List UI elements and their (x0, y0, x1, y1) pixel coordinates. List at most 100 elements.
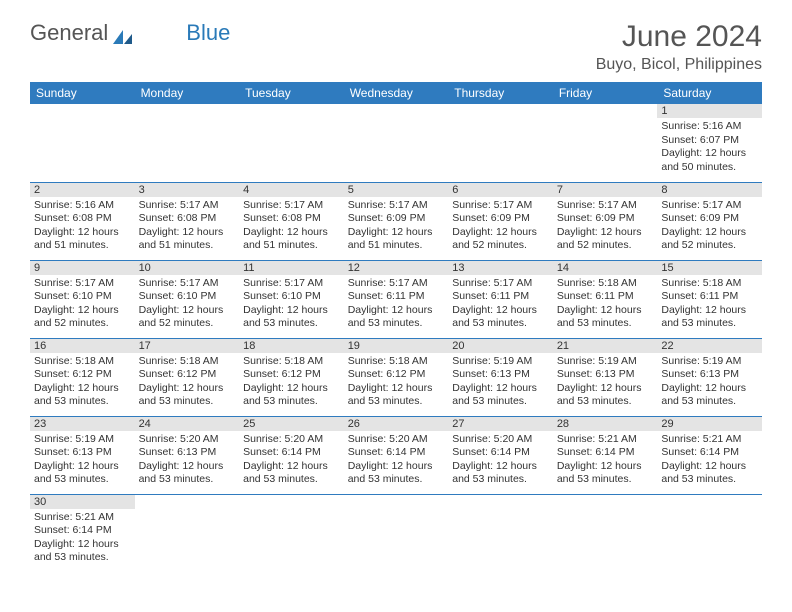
sunrise-line: Sunrise: 5:20 AM (243, 433, 340, 447)
calendar-row: 2Sunrise: 5:16 AMSunset: 6:08 PMDaylight… (30, 182, 762, 260)
daylight-line: Daylight: 12 hours and 52 minutes. (34, 304, 131, 331)
daylight-line: Daylight: 12 hours and 52 minutes. (139, 304, 236, 331)
day-info: Sunrise: 5:20 AMSunset: 6:13 PMDaylight:… (135, 431, 240, 492)
daylight-line: Daylight: 12 hours and 51 minutes. (243, 226, 340, 253)
day-cell: 24Sunrise: 5:20 AMSunset: 6:13 PMDayligh… (135, 416, 240, 494)
daylight-line: Daylight: 12 hours and 53 minutes. (557, 460, 654, 487)
day-info: Sunrise: 5:17 AMSunset: 6:09 PMDaylight:… (553, 197, 658, 258)
day-number: 29 (657, 417, 762, 431)
sunrise-line: Sunrise: 5:17 AM (243, 277, 340, 291)
daylight-line: Daylight: 12 hours and 53 minutes. (348, 460, 445, 487)
day-info: Sunrise: 5:19 AMSunset: 6:13 PMDaylight:… (553, 353, 658, 414)
sunrise-line: Sunrise: 5:16 AM (661, 120, 758, 134)
day-cell: 23Sunrise: 5:19 AMSunset: 6:13 PMDayligh… (30, 416, 135, 494)
location: Buyo, Bicol, Philippines (596, 56, 762, 74)
calendar-row: 30Sunrise: 5:21 AMSunset: 6:14 PMDayligh… (30, 494, 762, 572)
day-info: Sunrise: 5:17 AMSunset: 6:10 PMDaylight:… (30, 275, 135, 336)
empty-cell (135, 494, 240, 572)
day-number: 21 (553, 339, 658, 353)
day-number: 25 (239, 417, 344, 431)
empty-cell (239, 104, 344, 182)
header: General Blue June 2024 Buyo, Bicol, Phil… (30, 20, 762, 74)
day-info: Sunrise: 5:17 AMSunset: 6:09 PMDaylight:… (344, 197, 449, 258)
sunrise-line: Sunrise: 5:18 AM (243, 355, 340, 369)
sunset-line: Sunset: 6:12 PM (34, 368, 131, 382)
daylight-line: Daylight: 12 hours and 53 minutes. (243, 460, 340, 487)
day-info: Sunrise: 5:17 AMSunset: 6:10 PMDaylight:… (135, 275, 240, 336)
day-number: 14 (553, 261, 658, 275)
daylight-line: Daylight: 12 hours and 53 minutes. (452, 304, 549, 331)
daylight-line: Daylight: 12 hours and 53 minutes. (661, 382, 758, 409)
daylight-line: Daylight: 12 hours and 53 minutes. (348, 382, 445, 409)
logo-text-blue: Blue (186, 20, 230, 46)
day-info: Sunrise: 5:17 AMSunset: 6:09 PMDaylight:… (657, 197, 762, 258)
day-number: 17 (135, 339, 240, 353)
logo-text-general: General (30, 20, 108, 46)
sunrise-line: Sunrise: 5:20 AM (139, 433, 236, 447)
day-cell: 5Sunrise: 5:17 AMSunset: 6:09 PMDaylight… (344, 182, 449, 260)
day-cell: 22Sunrise: 5:19 AMSunset: 6:13 PMDayligh… (657, 338, 762, 416)
daylight-line: Daylight: 12 hours and 53 minutes. (34, 460, 131, 487)
day-info: Sunrise: 5:20 AMSunset: 6:14 PMDaylight:… (448, 431, 553, 492)
day-number: 24 (135, 417, 240, 431)
day-cell: 13Sunrise: 5:17 AMSunset: 6:11 PMDayligh… (448, 260, 553, 338)
day-cell: 18Sunrise: 5:18 AMSunset: 6:12 PMDayligh… (239, 338, 344, 416)
daylight-line: Daylight: 12 hours and 53 minutes. (243, 382, 340, 409)
sunrise-line: Sunrise: 5:17 AM (243, 199, 340, 213)
sunset-line: Sunset: 6:10 PM (34, 290, 131, 304)
day-number: 27 (448, 417, 553, 431)
sunset-line: Sunset: 6:11 PM (452, 290, 549, 304)
day-cell: 26Sunrise: 5:20 AMSunset: 6:14 PMDayligh… (344, 416, 449, 494)
sunset-line: Sunset: 6:13 PM (452, 368, 549, 382)
sunrise-line: Sunrise: 5:17 AM (348, 199, 445, 213)
day-cell: 6Sunrise: 5:17 AMSunset: 6:09 PMDaylight… (448, 182, 553, 260)
day-number: 5 (344, 183, 449, 197)
sunset-line: Sunset: 6:09 PM (452, 212, 549, 226)
day-cell: 25Sunrise: 5:20 AMSunset: 6:14 PMDayligh… (239, 416, 344, 494)
calendar-row: 1Sunrise: 5:16 AMSunset: 6:07 PMDaylight… (30, 104, 762, 182)
day-cell: 12Sunrise: 5:17 AMSunset: 6:11 PMDayligh… (344, 260, 449, 338)
daylight-line: Daylight: 12 hours and 52 minutes. (557, 226, 654, 253)
sunrise-line: Sunrise: 5:17 AM (661, 199, 758, 213)
day-info: Sunrise: 5:17 AMSunset: 6:10 PMDaylight:… (239, 275, 344, 336)
day-cell: 7Sunrise: 5:17 AMSunset: 6:09 PMDaylight… (553, 182, 658, 260)
daylight-line: Daylight: 12 hours and 51 minutes. (34, 226, 131, 253)
daylight-line: Daylight: 12 hours and 53 minutes. (661, 304, 758, 331)
sunrise-line: Sunrise: 5:17 AM (452, 199, 549, 213)
day-cell: 15Sunrise: 5:18 AMSunset: 6:11 PMDayligh… (657, 260, 762, 338)
day-info: Sunrise: 5:18 AMSunset: 6:11 PMDaylight:… (657, 275, 762, 336)
daylight-line: Daylight: 12 hours and 51 minutes. (139, 226, 236, 253)
empty-cell (135, 104, 240, 182)
day-info: Sunrise: 5:19 AMSunset: 6:13 PMDaylight:… (448, 353, 553, 414)
day-info: Sunrise: 5:17 AMSunset: 6:11 PMDaylight:… (448, 275, 553, 336)
sunrise-line: Sunrise: 5:19 AM (452, 355, 549, 369)
sunset-line: Sunset: 6:14 PM (661, 446, 758, 460)
day-info: Sunrise: 5:20 AMSunset: 6:14 PMDaylight:… (344, 431, 449, 492)
empty-cell (344, 494, 449, 572)
sunrise-line: Sunrise: 5:17 AM (348, 277, 445, 291)
day-info: Sunrise: 5:20 AMSunset: 6:14 PMDaylight:… (239, 431, 344, 492)
day-info: Sunrise: 5:21 AMSunset: 6:14 PMDaylight:… (30, 509, 135, 570)
sunrise-line: Sunrise: 5:21 AM (34, 511, 131, 525)
day-info: Sunrise: 5:17 AMSunset: 6:09 PMDaylight:… (448, 197, 553, 258)
day-number: 28 (553, 417, 658, 431)
sunset-line: Sunset: 6:12 PM (139, 368, 236, 382)
sunset-line: Sunset: 6:12 PM (243, 368, 340, 382)
day-info: Sunrise: 5:18 AMSunset: 6:12 PMDaylight:… (344, 353, 449, 414)
empty-cell (553, 494, 658, 572)
empty-cell (448, 494, 553, 572)
empty-cell (344, 104, 449, 182)
empty-cell (448, 104, 553, 182)
day-number: 16 (30, 339, 135, 353)
daylight-line: Daylight: 12 hours and 53 minutes. (243, 304, 340, 331)
daylight-line: Daylight: 12 hours and 53 minutes. (348, 304, 445, 331)
weekday-header: Monday (135, 82, 240, 104)
empty-cell (657, 494, 762, 572)
logo: General Blue (30, 20, 230, 46)
sunset-line: Sunset: 6:13 PM (139, 446, 236, 460)
sunrise-line: Sunrise: 5:19 AM (34, 433, 131, 447)
day-cell: 10Sunrise: 5:17 AMSunset: 6:10 PMDayligh… (135, 260, 240, 338)
sunset-line: Sunset: 6:14 PM (452, 446, 549, 460)
day-cell: 3Sunrise: 5:17 AMSunset: 6:08 PMDaylight… (135, 182, 240, 260)
day-info: Sunrise: 5:16 AMSunset: 6:08 PMDaylight:… (30, 197, 135, 258)
